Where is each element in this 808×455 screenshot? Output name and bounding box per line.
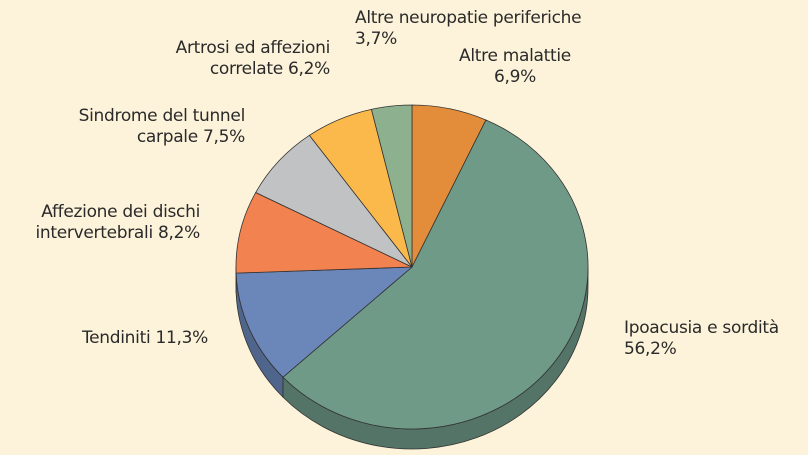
category-label: Artrosi ed affezioni correlate bbox=[175, 38, 331, 79]
slice-label: Altre malattie 6,9% bbox=[440, 46, 590, 88]
value-label: 3,7% bbox=[355, 29, 397, 49]
slice bbox=[235, 266, 414, 378]
slice-label: Affezione dei dischi intervertebrali 8,2… bbox=[0, 202, 201, 244]
value-label: 6,9% bbox=[494, 67, 536, 87]
value-label: 7,5% bbox=[203, 127, 245, 147]
slice-label: Sindrome del tunnel carpale 7,5% bbox=[40, 106, 246, 148]
slice bbox=[282, 119, 589, 430]
category-label: Affezione dei dischi intervertebrali bbox=[35, 202, 201, 243]
value-label: 8,2% bbox=[158, 223, 200, 243]
value-label: 6,2% bbox=[288, 59, 330, 79]
value-label: 56,2% bbox=[624, 339, 677, 359]
slice bbox=[235, 192, 413, 274]
category-label: Altre malattie bbox=[459, 46, 571, 66]
slice-label: Altre neuropatie periferiche 3,7% bbox=[355, 8, 615, 50]
category-label: Sindrome del tunnel carpale bbox=[78, 106, 246, 147]
category-label: Altre neuropatie periferiche bbox=[355, 8, 582, 28]
slice-label: Artrosi ed affezioni correlate 6,2% bbox=[130, 38, 331, 80]
category-label: Tendiniti bbox=[81, 328, 151, 348]
value-label: 11,3% bbox=[155, 328, 208, 348]
slice-label: Ipoacusia e sordità 56,2% bbox=[624, 318, 806, 360]
slice bbox=[370, 104, 413, 268]
category-label: Ipoacusia e sordità bbox=[624, 318, 779, 338]
slice-label: Tendiniti 11,3% bbox=[20, 328, 208, 349]
